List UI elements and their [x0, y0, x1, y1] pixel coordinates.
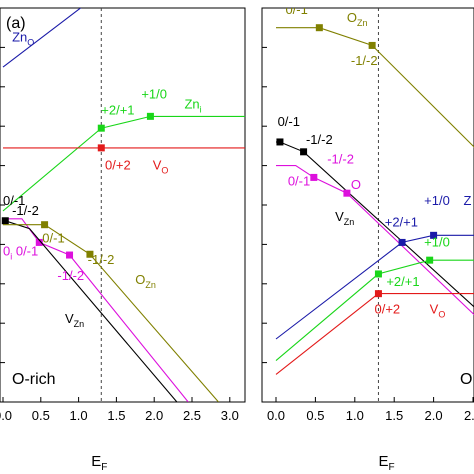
- x-tick-label: 0.0: [267, 408, 285, 423]
- annotation-o: O: [351, 177, 361, 192]
- annotation-0-2: 0/+2: [375, 301, 401, 316]
- x-tick-label: 2.0: [425, 408, 443, 423]
- annotation-1-2: -1/-2: [57, 268, 84, 283]
- annotation-1-2: -1/-2: [12, 203, 39, 218]
- x-tick-label: 1.0: [70, 408, 88, 423]
- annotation-2-1: +2/+1: [386, 274, 419, 289]
- x-tick-label: 1.5: [385, 408, 403, 423]
- transition-marker: [276, 138, 284, 146]
- series-line: [275, 259, 474, 362]
- annotation-1-2: -1/-2: [327, 152, 354, 167]
- annotation-v-o: VO: [430, 301, 446, 319]
- x-tick-label: 2.0: [145, 408, 163, 423]
- transition-marker: [430, 231, 438, 239]
- series-line: [276, 141, 474, 308]
- series-line: [3, 224, 219, 402]
- annotation-1-0: +1/0: [424, 234, 450, 249]
- annotation-0-2: 0/+2: [105, 158, 131, 173]
- transition-marker: [343, 189, 351, 197]
- x-tick-label: 0.5: [32, 408, 50, 423]
- transition-marker: [41, 221, 49, 229]
- panel-label: (a): [6, 15, 26, 32]
- transition-marker: [368, 41, 376, 49]
- x-axis-label: EF: [378, 453, 394, 473]
- transition-marker: [66, 251, 74, 259]
- transition-marker: [97, 124, 105, 132]
- transition-marker: [35, 238, 43, 246]
- annotation-v-zn: VZn: [65, 311, 84, 329]
- transition-marker: [374, 290, 382, 298]
- transition-marker: [86, 250, 94, 258]
- transition-marker: [97, 144, 105, 152]
- transition-marker: [300, 148, 308, 156]
- annotation-1-2: -1/-2: [88, 252, 115, 267]
- annotation-v-o: VO: [153, 158, 169, 176]
- x-tick-label: 2.5: [464, 408, 474, 423]
- annotation-1-2: -1/-2: [351, 53, 378, 68]
- annotation-zn-i: Zni: [184, 96, 201, 114]
- annotation-zn-o: ZnO: [12, 29, 34, 47]
- annotation-1-2: -1/-2: [306, 132, 333, 147]
- transition-marker: [146, 112, 154, 120]
- panel-b: 0.0 0.5 1.0 1.5 2.0 2.5 EF 0/-1 OZn -1/-2 0/-1 -1/-…: [261, 2, 474, 473]
- x-tick-label: 0.0: [0, 408, 12, 423]
- transition-marker: [315, 24, 323, 32]
- series-line: [2, 115, 245, 212]
- annotation-v-zn: VZn: [335, 209, 354, 227]
- plot-frame: [0, 7, 246, 403]
- series-line: [2, 8, 82, 68]
- annotation-1-0: +1/0: [424, 193, 450, 208]
- condition-label: O-rich: [12, 371, 56, 388]
- annotation-z: Z: [464, 193, 472, 208]
- annotation-2-1: +2/+1: [385, 215, 418, 230]
- condition-label: O: [460, 371, 472, 388]
- annotation-2-1: +2/+1: [101, 102, 134, 117]
- transition-marker: [310, 173, 318, 181]
- annotation-0-1: 0/-1: [16, 243, 38, 258]
- transition-marker: [398, 238, 406, 246]
- annotation-o-zn: OZn: [347, 10, 368, 28]
- panel-a-o-rich: 0.0 0.5 1.0 1.5 2.0 2.5 3.0 EF ZnO +1/0 +2/+1 Zni 0/…: [0, 7, 246, 473]
- x-tick-label: 1.5: [107, 408, 125, 423]
- annotation-1-0: +1/0: [141, 87, 167, 102]
- x-axis-label: EF: [91, 453, 107, 473]
- annotation-o-zn: OZn: [135, 272, 156, 290]
- annotation-0-1: 0/-1: [3, 193, 25, 208]
- transition-marker: [426, 256, 434, 264]
- x-tick-label: 1.0: [346, 408, 364, 423]
- annotation-0-1: 0/-1: [278, 114, 300, 129]
- x-tick-label: 0.5: [306, 408, 324, 423]
- series-line: [276, 27, 474, 148]
- transition-marker: [1, 217, 9, 225]
- annotation-0-1: 0/-1: [288, 173, 310, 188]
- x-tick-label: 3.0: [221, 408, 239, 423]
- annotation-0-i: 0i: [3, 243, 12, 261]
- annotation-0-1: 0/-1: [285, 2, 307, 17]
- series-line: [275, 234, 474, 340]
- transition-marker: [374, 270, 382, 278]
- x-tick-label: 2.5: [183, 408, 201, 423]
- annotation-0-1: 0/-1: [42, 230, 64, 245]
